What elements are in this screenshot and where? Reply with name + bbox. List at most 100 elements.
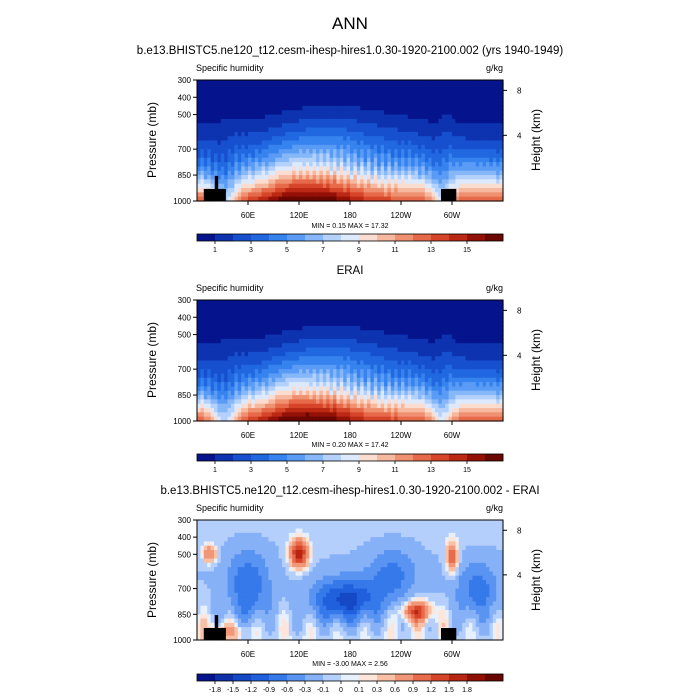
panel-2-field-cell (373, 300, 378, 305)
panel-1-field-cell (292, 136, 297, 142)
panel-2-field-cell (462, 390, 467, 396)
panel-2-field-cell (435, 321, 439, 327)
panel-1-field-cell (312, 140, 317, 146)
panel-2-field-cell (309, 338, 314, 344)
panel-2-field-cell (265, 377, 269, 383)
panel-2-field-cell (319, 317, 324, 323)
panel-1-field-cell (421, 192, 426, 198)
panel-2-field-cell (251, 321, 256, 327)
panel-2-field-cell (316, 300, 320, 305)
panel-1-field-cell (394, 179, 399, 185)
panel-2-field-cell (499, 403, 504, 409)
panel-1-field-cell (275, 196, 280, 202)
panel-1-field-cell (384, 188, 388, 193)
panel-2-field-cell (302, 347, 307, 353)
panel-1-field-cell (380, 140, 385, 146)
panel-2-field-cell (421, 317, 426, 323)
panel-1-field-cell (220, 157, 225, 163)
panel-2-field-cell (445, 356, 450, 362)
panel-2-field-cell (275, 321, 280, 327)
panel-1-field-cell (435, 88, 439, 94)
panel-1-field-cell (394, 140, 399, 146)
panel-2-field-cell (278, 395, 283, 400)
panel-2-field-cell (302, 300, 307, 305)
panel-2-field-cell (469, 408, 473, 413)
panel-2-field-cell (237, 395, 242, 400)
panel-2-field-cell (455, 399, 460, 405)
panel-1-field-cell (333, 170, 337, 176)
panel-2-field-cell (462, 382, 467, 388)
panel-1-field-cell (407, 136, 412, 142)
panel-2-field-cell (448, 399, 453, 405)
panel-1-field-cell (438, 110, 443, 116)
panel-2-field-cell (316, 330, 320, 336)
panel-2-field-cell (285, 390, 290, 396)
panel-1-field-cell (224, 157, 229, 163)
panel-2-field-cell (312, 403, 317, 409)
panel-1-field-cell (401, 162, 405, 168)
panel-2-field-cell (356, 373, 361, 379)
panel-1-field-cell (441, 153, 446, 159)
panel-1-field-cell (224, 175, 229, 180)
panel-1-field-cell (339, 140, 344, 146)
panel-1-field-cell (271, 97, 276, 103)
panel-1-field-cell (377, 131, 382, 137)
panel-1-field-cell (438, 84, 443, 90)
panel-1-field-cell (316, 105, 320, 111)
panel-2-field-cell (384, 356, 388, 362)
panel-1-field-cell (251, 127, 256, 133)
panel-1-field-cell (302, 84, 307, 90)
panel-1-field-cell (489, 101, 494, 107)
panel-2-field-cell (248, 347, 252, 353)
panel-2-field-cell (285, 338, 290, 344)
panel-1-field-cell (322, 140, 327, 146)
panel-2-field-cell (265, 390, 269, 396)
panel-2-field-cell (319, 412, 324, 418)
panel-2-field-cell (407, 317, 412, 323)
panel-1-field-cell (455, 123, 460, 129)
panel-2-field-cell (360, 300, 365, 305)
panel-2-field-cell (407, 351, 412, 357)
panel-1-field-cell (237, 105, 242, 111)
panel-2-field-cell (356, 300, 361, 305)
panel-2-field-cell (339, 382, 344, 388)
panel-2-field-cell (407, 373, 412, 379)
panel-1-field-cell (499, 88, 504, 94)
panel-2-field-cell (268, 317, 273, 323)
panel-1-field-cell (445, 136, 450, 142)
panel-1-field-cell (360, 192, 365, 198)
panel-2-field-cell (207, 330, 212, 336)
panel-2-field-cell (299, 330, 303, 336)
panel-1-field-cell (418, 127, 422, 133)
panel-1-field-cell (465, 101, 470, 107)
panel-1-field-cell (278, 192, 283, 198)
panel-1-field-cell (367, 127, 371, 133)
panel-1-field-cell (435, 127, 439, 133)
panel-1-field-cell (224, 80, 229, 85)
panel-1-field-cell (200, 144, 205, 150)
panel-2-field-cell (445, 403, 450, 409)
panel-1-field-cell (350, 192, 354, 198)
panel-2-field-cell (397, 390, 402, 396)
panel-1-field-cell (414, 80, 419, 85)
panel-1-field-cell (312, 157, 317, 163)
panel-2-field-cell (472, 364, 477, 370)
panel-2-field-cell (278, 338, 283, 344)
panel-2-field-cell (428, 300, 433, 305)
panel-1-field-cell (469, 131, 473, 137)
panel-1-field-cell (258, 84, 263, 90)
panel-1-field-cell (241, 110, 246, 116)
panel-1-field-cell (411, 88, 416, 94)
panel-2-field-cell (424, 390, 429, 396)
panel-1-field-cell (421, 136, 426, 142)
panel-2-field-cell (333, 317, 337, 323)
panel-1-field-cell (356, 114, 361, 120)
panel-1-field-cell (370, 157, 375, 163)
figure-title: ANN (332, 14, 368, 33)
panel-1-field-cell (224, 92, 229, 98)
panel-2-field-cell (380, 338, 385, 344)
panel-2-field-cell (411, 356, 416, 362)
panel-1-field-cell (288, 97, 293, 103)
panel-2-field-cell (200, 321, 205, 327)
panel-2-field-cell (414, 304, 419, 310)
